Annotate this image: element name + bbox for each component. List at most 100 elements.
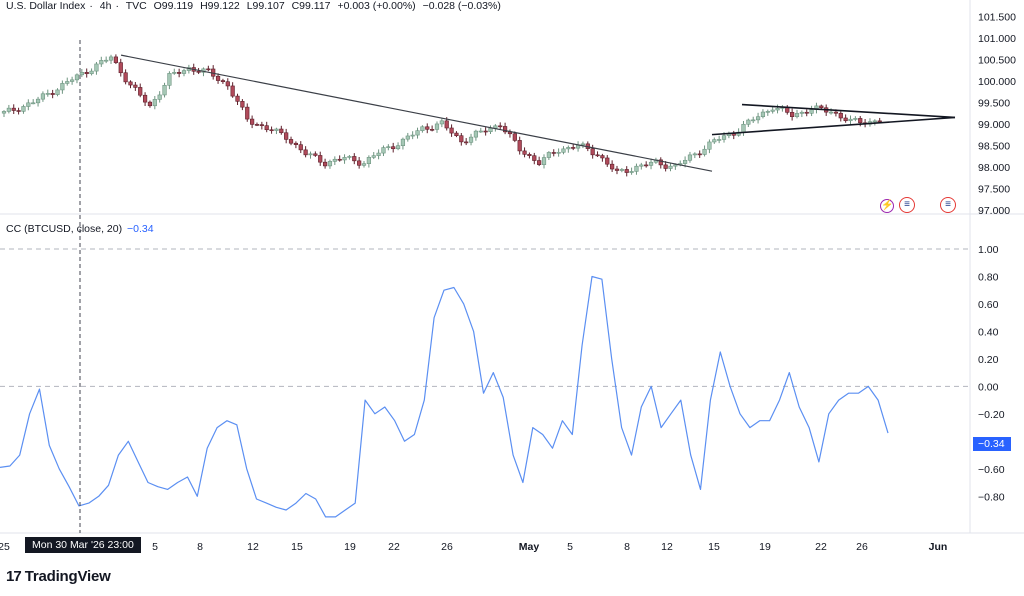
- candle: [318, 151, 323, 166]
- candle: [269, 126, 274, 134]
- candle: [89, 68, 94, 76]
- candle: [537, 156, 542, 167]
- candle: [215, 73, 221, 84]
- indicator-value-badge: −0.34: [973, 437, 1011, 451]
- candle: [157, 91, 162, 103]
- candle: [118, 58, 123, 77]
- candle: [556, 148, 561, 157]
- time-tick-label: May: [519, 541, 540, 553]
- legend-source: TVC: [125, 0, 147, 12]
- candle: [639, 162, 644, 170]
- brand-name: TradingView: [24, 568, 111, 585]
- us-flag-event-icon[interactable]: ≡: [899, 197, 915, 213]
- candle: [464, 138, 469, 146]
- legend-low: L99.107: [246, 0, 285, 12]
- candle: [755, 112, 761, 124]
- candle: [522, 147, 527, 158]
- tradingview-logo[interactable]: 17 TradingView: [6, 568, 111, 585]
- candle: [259, 121, 264, 130]
- candle: [99, 56, 104, 67]
- time-tick-label: 22: [815, 541, 827, 553]
- candle: [167, 71, 172, 90]
- indicator-label[interactable]: CC (BTCUSD, close, 20): [6, 223, 123, 235]
- candle: [809, 105, 814, 117]
- candle: [245, 103, 250, 122]
- candle: [352, 153, 357, 165]
- trendline[interactable]: [120, 54, 713, 172]
- candle: [172, 68, 177, 75]
- legend-symbol[interactable]: U.S. Dollar Index: [6, 0, 86, 12]
- candle: [687, 151, 693, 163]
- candle: [804, 109, 809, 117]
- us-flag-event-icon-2[interactable]: ≡: [940, 197, 956, 213]
- candle: [867, 118, 873, 127]
- correlation-line: [0, 275, 889, 518]
- candle: [629, 167, 634, 175]
- triangle-lower-line[interactable]: [711, 116, 956, 136]
- candle: [74, 73, 80, 84]
- candle: [449, 124, 454, 137]
- candle: [371, 152, 376, 160]
- price-tick-label: 97.500: [978, 183, 1010, 195]
- candlestick-series: [1, 54, 882, 177]
- price-tick-label: 99.500: [978, 97, 1010, 109]
- indicator-legend[interactable]: CC (BTCUSD, close, 20) −0.34: [6, 223, 154, 235]
- trend-drawings[interactable]: [120, 54, 956, 172]
- candle: [400, 137, 406, 150]
- candle: [614, 165, 620, 175]
- candle: [45, 89, 50, 97]
- candle: [877, 117, 882, 123]
- candle: [84, 68, 89, 78]
- candle: [658, 157, 663, 169]
- triangle-upper-line[interactable]: [741, 103, 956, 119]
- candle: [702, 145, 707, 157]
- indicator-axis[interactable]: 1.000.800.600.400.200.00−0.20−0.40−0.60−…: [978, 244, 1005, 503]
- price-tick-label: 98.000: [978, 162, 1010, 174]
- candle: [580, 141, 586, 149]
- legend-change-secondary: −0.028 (−0.03%): [422, 0, 501, 12]
- candle: [357, 157, 362, 169]
- candle: [648, 158, 654, 170]
- candle: [473, 129, 479, 141]
- candle: [177, 68, 182, 78]
- candle: [848, 115, 853, 125]
- time-tick-label: 22: [388, 541, 400, 553]
- candle: [663, 161, 668, 172]
- time-tick-label: 12: [247, 541, 259, 553]
- lightning-event-icon[interactable]: ⚡: [880, 199, 894, 213]
- candle: [288, 136, 294, 146]
- price-tick-label: 101.000: [978, 33, 1016, 45]
- candle: [605, 155, 610, 167]
- time-tick-label: 5: [567, 541, 573, 553]
- indicator-pane[interactable]: [0, 248, 968, 387]
- candle: [395, 142, 401, 151]
- candle: [381, 145, 386, 157]
- legend-close: C99.117: [291, 0, 331, 12]
- time-tick-label: 8: [624, 541, 630, 553]
- candle: [26, 99, 31, 111]
- candle: [50, 89, 55, 99]
- candle: [181, 68, 187, 77]
- time-tick-label: 26: [441, 541, 453, 553]
- candle: [347, 154, 352, 160]
- candle: [230, 82, 235, 98]
- price-tick-label: 100.500: [978, 54, 1016, 66]
- candle: [35, 96, 41, 107]
- candle: [16, 107, 21, 115]
- candle: [590, 144, 595, 159]
- price-axis[interactable]: 101.500 101.000 100.500 100.000 99.500 99.000…: [978, 11, 1016, 216]
- candle: [410, 131, 415, 140]
- symbol-legend[interactable]: U.S. Dollar Index · 4h · TVC O99.119 H99.1…: [6, 0, 501, 12]
- time-axis[interactable]: 251581215192226May581215192226Jun: [0, 541, 947, 553]
- candle: [634, 163, 639, 175]
- candle: [31, 99, 36, 105]
- tradingview-mark-icon: 17: [6, 568, 22, 585]
- candle: [790, 108, 795, 121]
- candle: [70, 76, 75, 85]
- candle: [468, 133, 474, 146]
- legend-interval: 4h: [99, 0, 112, 12]
- candle: [668, 162, 673, 172]
- candle: [478, 127, 483, 133]
